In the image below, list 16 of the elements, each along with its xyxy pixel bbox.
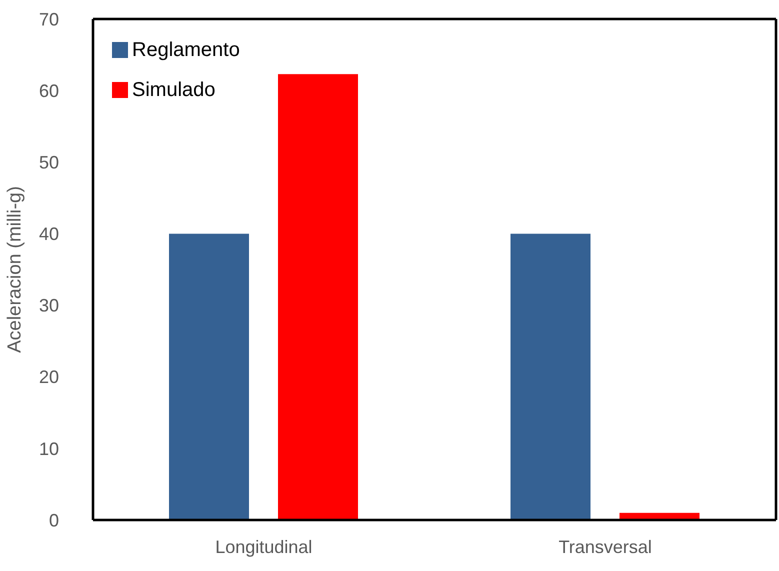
bar <box>510 234 590 520</box>
y-tick-label: 40 <box>38 224 59 244</box>
y-tick-label: 70 <box>38 9 59 30</box>
y-tick-label: 50 <box>38 152 59 173</box>
bar <box>169 234 249 520</box>
y-tick-label: 60 <box>38 80 59 101</box>
y-axis-title: Aceleracion (milli-g) <box>4 186 26 353</box>
legend-label: Reglamento <box>132 38 240 63</box>
y-tick-label: 30 <box>38 296 59 316</box>
x-tick-label: Longitudinal <box>215 536 312 557</box>
y-tick-label: 0 <box>48 510 59 530</box>
y-tick-label: 20 <box>38 367 59 388</box>
legend-label: Simulado <box>132 78 216 103</box>
y-tick-label: 10 <box>38 438 59 459</box>
bar <box>278 74 358 520</box>
x-tick-label: Transversal <box>558 536 652 557</box>
